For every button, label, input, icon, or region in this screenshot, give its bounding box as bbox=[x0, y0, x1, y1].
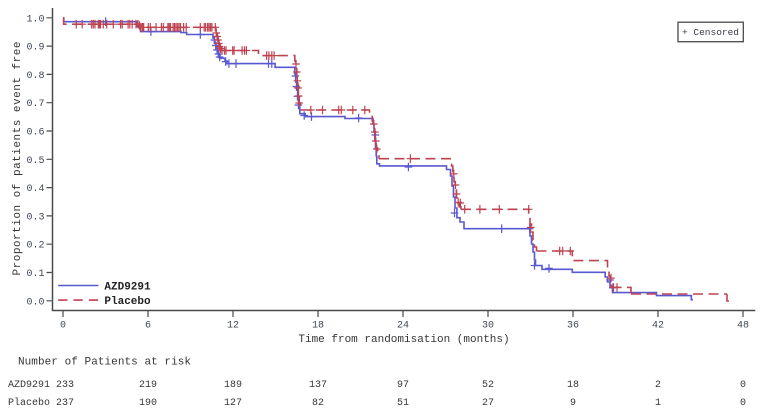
svg-text:Placebo 237: Placebo 237 bbox=[8, 397, 74, 409]
svg-text:Placebo: Placebo bbox=[104, 296, 151, 308]
svg-text:2: 2 bbox=[655, 380, 661, 391]
svg-text:0.6: 0.6 bbox=[26, 128, 44, 139]
svg-text:51: 51 bbox=[397, 398, 409, 409]
svg-text:127: 127 bbox=[224, 398, 242, 409]
svg-text:AZD9291: AZD9291 bbox=[104, 281, 151, 293]
svg-text:82: 82 bbox=[312, 398, 324, 409]
svg-text:27: 27 bbox=[482, 398, 494, 409]
svg-text:0.3: 0.3 bbox=[26, 212, 44, 223]
svg-text:+ Censored: + Censored bbox=[682, 27, 739, 38]
svg-text:0: 0 bbox=[740, 380, 746, 391]
svg-text:0: 0 bbox=[60, 321, 66, 332]
svg-text:9: 9 bbox=[570, 398, 576, 409]
svg-text:6: 6 bbox=[145, 321, 151, 332]
svg-text:0.8: 0.8 bbox=[26, 71, 44, 82]
svg-text:0.0: 0.0 bbox=[26, 297, 44, 308]
svg-text:1: 1 bbox=[655, 398, 661, 409]
svg-text:18: 18 bbox=[567, 380, 579, 391]
svg-text:Proportion of patients event f: Proportion of patients event free bbox=[12, 42, 24, 276]
svg-text:0.1: 0.1 bbox=[26, 269, 44, 280]
svg-text:189: 189 bbox=[224, 380, 242, 391]
svg-text:Time from randomisation (month: Time from randomisation (months) bbox=[298, 334, 509, 346]
svg-text:190: 190 bbox=[139, 398, 157, 409]
svg-text:Number of Patients at risk: Number of Patients at risk bbox=[18, 357, 191, 369]
svg-text:42: 42 bbox=[652, 321, 664, 332]
svg-text:18: 18 bbox=[312, 321, 324, 332]
svg-text:219: 219 bbox=[139, 380, 157, 391]
svg-text:0.2: 0.2 bbox=[26, 241, 44, 252]
svg-text:36: 36 bbox=[567, 321, 579, 332]
svg-text:52: 52 bbox=[482, 380, 494, 391]
svg-text:48: 48 bbox=[737, 321, 749, 332]
svg-text:137: 137 bbox=[309, 380, 327, 391]
svg-text:24: 24 bbox=[397, 321, 409, 332]
svg-text:1.0: 1.0 bbox=[26, 14, 44, 25]
svg-text:0.7: 0.7 bbox=[26, 99, 44, 110]
svg-text:97: 97 bbox=[397, 380, 409, 391]
svg-text:0.9: 0.9 bbox=[26, 43, 44, 54]
svg-text:0.5: 0.5 bbox=[26, 156, 44, 167]
svg-text:0: 0 bbox=[740, 398, 746, 409]
svg-text:AZD9291 233: AZD9291 233 bbox=[8, 380, 74, 391]
svg-text:0.4: 0.4 bbox=[26, 184, 44, 195]
svg-text:30: 30 bbox=[482, 321, 494, 332]
svg-text:12: 12 bbox=[227, 321, 239, 332]
